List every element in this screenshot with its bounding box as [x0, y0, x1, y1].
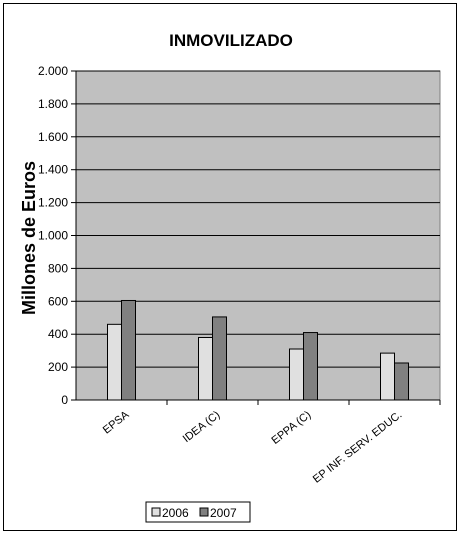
bar: [212, 316, 227, 401]
legend: 2006 2007: [145, 501, 251, 523]
y-tick-label: 1.800: [38, 97, 68, 111]
bar: [303, 332, 318, 401]
y-tick-label: 1.400: [38, 163, 68, 177]
chart-title: INMOVILIZADO: [169, 31, 293, 50]
bar: [107, 323, 122, 401]
y-axis-label: Millones de Euros: [19, 161, 39, 315]
bar: [289, 348, 304, 401]
y-tick-label: 0: [61, 393, 68, 407]
y-tick-label: 1.200: [38, 196, 68, 210]
bar: [394, 362, 409, 401]
legend-label: 2007: [210, 506, 237, 520]
y-tick-label: 2.000: [38, 64, 68, 78]
x-tick-label: IDEA (C): [181, 409, 223, 445]
y-tick-label: 600: [48, 294, 68, 308]
bar: [121, 299, 136, 401]
bar: [198, 336, 213, 401]
x-tick-label: EPPA (C): [270, 409, 314, 447]
y-tick-label: 200: [48, 360, 68, 374]
x-tick-label: EPSA: [101, 409, 132, 437]
y-tick-label: 800: [48, 261, 68, 275]
x-tick-label: EP INF. SERV. EDUC.: [311, 409, 404, 486]
y-tick-label: 1.000: [38, 229, 68, 243]
plot-area: 0 200 400 600 800 1.000 1.200 1.400 1.600 1.800 2.…: [38, 64, 441, 486]
y-tick-label: 400: [48, 327, 68, 341]
legend-label: 2006: [162, 506, 189, 520]
legend-swatch: [151, 507, 161, 517]
legend-swatch: [199, 507, 209, 517]
legend-box: [145, 501, 251, 523]
y-tick-label: 1.600: [38, 130, 68, 144]
bar: [380, 352, 395, 401]
